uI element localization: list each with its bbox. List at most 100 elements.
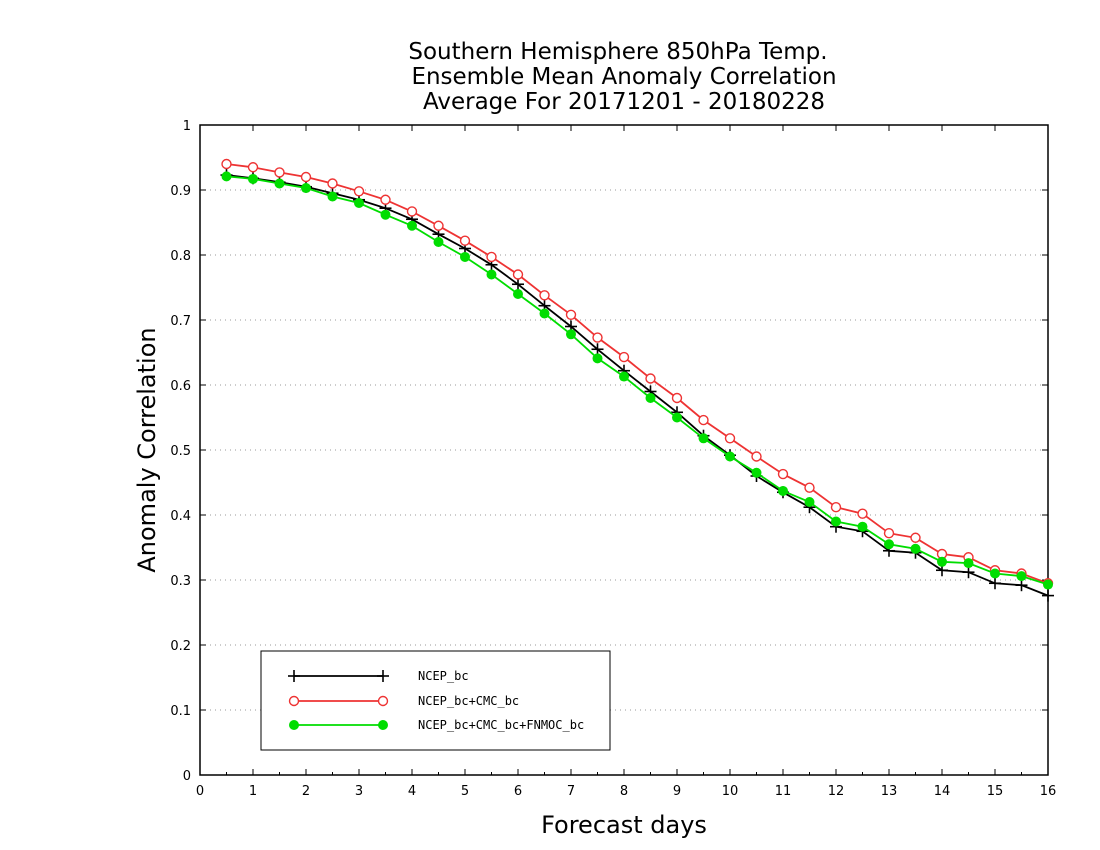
- data-point: [221, 158, 232, 170]
- data-point: [671, 392, 683, 404]
- data-point: [751, 467, 762, 478]
- chart-title: Southern Hemisphere 850hPa Temp. Ensembl…: [408, 39, 836, 115]
- x-tick-label: 4: [408, 784, 416, 799]
- title-line-2: Ensemble Mean Anomaly Correlation: [411, 64, 836, 90]
- y-tick-label: 0.7: [170, 314, 191, 329]
- legend-marker: [378, 720, 388, 730]
- x-tick-label: 10: [722, 784, 739, 799]
- data-point: [963, 558, 974, 569]
- legend-marker: [289, 720, 299, 730]
- legend-marker: [288, 670, 300, 682]
- y-tick-label: 1: [183, 119, 191, 134]
- series-line: [226, 163, 1049, 585]
- data-point: [539, 290, 550, 301]
- x-tick-label: 1: [249, 784, 257, 799]
- data-point: [937, 556, 947, 567]
- data-point: [724, 433, 736, 444]
- legend-label: NCEP_bc+CMC_bc+FNMOC_bc: [418, 718, 584, 732]
- data-point: [777, 468, 789, 480]
- data-point: [512, 278, 524, 291]
- series-2: [221, 158, 1054, 589]
- data-point: [327, 191, 338, 202]
- series-layer: [220, 158, 1054, 602]
- x-axis-label: Forecast days: [541, 811, 707, 839]
- data-point: [565, 309, 577, 320]
- data-point: [248, 173, 258, 184]
- data-point: [459, 235, 471, 246]
- data-point: [884, 539, 894, 550]
- data-point: [486, 251, 497, 263]
- data-point: [962, 566, 975, 579]
- data-point: [486, 269, 497, 280]
- data-point: [698, 414, 709, 426]
- data-point: [645, 393, 656, 403]
- data-point: [1042, 589, 1054, 602]
- data-point: [1016, 571, 1027, 582]
- data-point: [301, 183, 311, 194]
- y-tick-label: 0.8: [170, 249, 191, 264]
- x-tick-label: 13: [881, 784, 898, 799]
- title-line-1: Southern Hemisphere 850hPa Temp.: [408, 39, 827, 65]
- data-point: [221, 171, 232, 182]
- data-point: [300, 171, 312, 183]
- data-point: [460, 251, 470, 262]
- x-tick-label: 9: [673, 784, 681, 799]
- data-point: [618, 351, 630, 363]
- data-point: [910, 543, 921, 554]
- data-point: [380, 194, 391, 205]
- data-point: [990, 568, 1000, 579]
- legend: NCEP_bc NCEP_bc+CMC_bc NCEP_bc+CMC_bc+FNMO…: [260, 650, 611, 751]
- y-tick-label: 0.4: [170, 509, 191, 524]
- x-tick-label: 12: [828, 784, 845, 799]
- data-point: [380, 209, 391, 220]
- legend-item: NCEP_bc: [288, 669, 469, 683]
- x-tick-label: 0: [196, 784, 204, 799]
- x-tick-label: 15: [987, 784, 1004, 799]
- legend-marker: [377, 695, 389, 707]
- data-point: [512, 269, 524, 280]
- legend-marker: [288, 695, 300, 707]
- x-tick-label: 6: [514, 784, 522, 799]
- data-point: [539, 308, 550, 319]
- data-point: [354, 198, 364, 208]
- data-point: [830, 502, 842, 513]
- y-tick-label: 0.6: [170, 379, 191, 394]
- y-axis-label: Anomaly Correlation: [133, 327, 161, 572]
- x-tick-label: 11: [775, 784, 792, 799]
- data-point: [407, 220, 417, 231]
- y-tick-label: 0.2: [170, 639, 191, 654]
- data-point: [645, 373, 656, 384]
- legend-label: NCEP_bc: [418, 669, 469, 683]
- x-tick-label: 2: [302, 784, 310, 799]
- x-tick-label: 14: [934, 784, 951, 799]
- series-line: [226, 174, 1049, 597]
- y-tick-label: 0.5: [170, 444, 191, 459]
- data-point: [725, 451, 735, 462]
- data-point: [804, 482, 815, 493]
- data-point: [1043, 579, 1053, 590]
- data-point: [274, 178, 285, 189]
- data-point: [804, 497, 815, 507]
- data-point: [857, 508, 868, 519]
- legend-item: NCEP_bc+CMC_bc: [288, 694, 519, 708]
- data-point: [910, 532, 921, 543]
- data-point: [274, 167, 285, 178]
- legend-marker: [377, 670, 389, 682]
- y-tick-label: 0: [183, 769, 191, 784]
- data-point: [989, 577, 1001, 590]
- data-point: [857, 521, 868, 532]
- x-tick-label: 16: [1040, 784, 1057, 799]
- x-tick-label: 7: [567, 784, 575, 799]
- data-point: [592, 353, 603, 364]
- data-point: [831, 516, 841, 527]
- data-point: [698, 433, 709, 444]
- y-tick-label: 0.3: [170, 574, 191, 589]
- data-point: [1015, 579, 1028, 592]
- data-point: [672, 412, 682, 423]
- data-point: [513, 289, 523, 299]
- data-point: [566, 329, 576, 340]
- data-point: [353, 186, 365, 197]
- axes: 0 1 2 3 4 5 6 7 8 9 10 11 12 13 14 15 1600.10.20.30.40.5…: [170, 119, 1056, 799]
- y-tick-label: 0.1: [170, 704, 191, 719]
